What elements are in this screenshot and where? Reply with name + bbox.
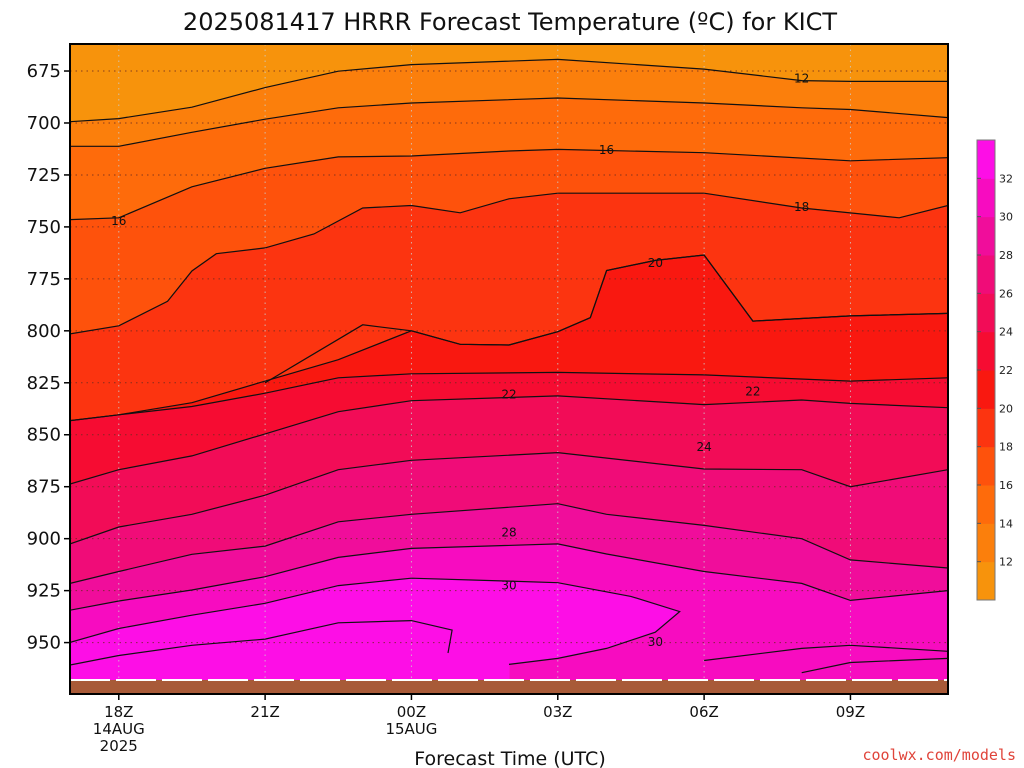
y-tick-label: 825 <box>27 373 61 394</box>
colorbar-legend: 12 14 16 18 20 22 24 26 28 30 32 <box>976 139 1013 601</box>
contour-line <box>70 254 948 422</box>
colorbar-label: 28 <box>999 249 1013 262</box>
x-tick-label-line: 2025 <box>100 737 138 755</box>
contour-line <box>70 543 948 611</box>
colorbar-swatch <box>977 140 995 179</box>
x-tick-label: 18Z 14AUG 2025 <box>93 703 145 755</box>
colorbar-label: 30 <box>999 211 1013 224</box>
colorbar-swatch <box>977 370 995 409</box>
x-tick-label: 09Z <box>836 703 865 721</box>
colorbar-swatch <box>977 446 995 486</box>
contour-label: 28 <box>501 525 516 539</box>
y-tick-label: 750 <box>27 217 61 238</box>
contour-line <box>70 148 948 221</box>
x-tick-label-line: 18Z <box>104 703 133 721</box>
colorbar-label: 22 <box>999 364 1013 377</box>
colorbar-label: 16 <box>999 479 1013 492</box>
contour-lines <box>70 58 948 674</box>
contour-label: 16 <box>599 143 614 157</box>
contour-line <box>70 451 948 545</box>
chart-title: 2025081417 HRRR Forecast Temperature (ºC… <box>183 8 837 36</box>
y-tick-label: 800 <box>27 321 61 342</box>
x-tick-label-line: 09Z <box>836 703 865 721</box>
contour-label: 18 <box>794 200 809 214</box>
plot-area: 12 16 16 18 20 22 22 24 28 30 30 <box>69 43 949 695</box>
contour-label: 22 <box>745 384 760 398</box>
contour-line <box>70 619 453 666</box>
y-axis: 675 700 725 750 775 800 825 850 875 900 925 950 <box>27 61 70 654</box>
gridlines <box>70 44 948 680</box>
y-tick-label: 875 <box>27 477 61 498</box>
colorbar-swatch <box>977 331 995 371</box>
contour-line <box>704 644 948 662</box>
contour-line <box>70 395 948 485</box>
x-tick-label-line: 00Z <box>397 703 426 721</box>
contour-line <box>70 192 948 335</box>
x-tick-label: 00Z 15AUG <box>385 703 437 738</box>
contour-labels: 12 16 16 18 20 22 22 24 28 30 30 <box>111 72 809 649</box>
x-axis: 18Z 14AUG 2025 21Z 00Z 15AUG 03Z 06Z 09Z <box>93 694 865 755</box>
contour-label: 30 <box>501 578 516 592</box>
x-tick-label-line: 03Z <box>543 703 572 721</box>
x-axis-label: Forecast Time (UTC) <box>414 748 605 768</box>
contour-line <box>70 58 948 123</box>
colorbar-swatch <box>977 561 995 601</box>
x-tick-label: 21Z <box>250 703 279 721</box>
temperature-fill <box>70 44 948 680</box>
x-tick-label-line: 21Z <box>250 703 279 721</box>
colorbar-label: 32 <box>999 172 1013 185</box>
colorbar-swatch <box>977 523 995 563</box>
y-tick-label: 700 <box>27 113 61 134</box>
colorbar-swatch <box>977 255 995 294</box>
contour-label: 12 <box>794 72 809 86</box>
y-tick-label: 950 <box>27 633 61 654</box>
y-tick-label: 925 <box>27 581 61 602</box>
y-tick-label: 900 <box>27 529 61 550</box>
colorbar-swatch <box>977 216 995 256</box>
contour-line <box>70 577 681 665</box>
contour-line <box>70 503 948 584</box>
colorbar-label: 12 <box>999 556 1013 569</box>
colorbar-label: 14 <box>999 517 1013 530</box>
contour-label: 30 <box>648 635 663 649</box>
colorbar-label: 26 <box>999 287 1013 300</box>
y-tick-label: 725 <box>27 165 61 186</box>
contour-label: 16 <box>111 214 126 228</box>
ground-surface <box>70 680 948 694</box>
contour-label: 20 <box>648 256 663 270</box>
contour-line <box>70 97 948 147</box>
colorbar-swatch <box>977 408 995 448</box>
y-tick-label: 775 <box>27 269 61 290</box>
contour-line <box>801 657 948 674</box>
colorbar-swatch <box>977 178 995 218</box>
colorbar-label: 18 <box>999 441 1013 454</box>
x-tick-label: 03Z <box>543 703 572 721</box>
contour-label: 22 <box>501 387 516 401</box>
x-tick-label-line: 14AUG <box>93 720 145 738</box>
colorbar-swatch <box>977 293 995 333</box>
x-tick-label-line: 15AUG <box>385 720 437 738</box>
contour-line <box>70 371 948 422</box>
x-tick-label: 06Z <box>689 703 718 721</box>
plot-frame <box>69 43 949 695</box>
colorbar-label: 20 <box>999 402 1013 415</box>
y-tick-label: 675 <box>27 61 61 82</box>
x-tick-label-line: 06Z <box>689 703 718 721</box>
colorbar-label: 24 <box>999 326 1013 339</box>
credit-link[interactable]: coolwx.com/models <box>862 746 1016 764</box>
y-tick-label: 850 <box>27 425 61 446</box>
contour-label: 24 <box>696 440 711 454</box>
colorbar-swatch <box>977 485 995 524</box>
